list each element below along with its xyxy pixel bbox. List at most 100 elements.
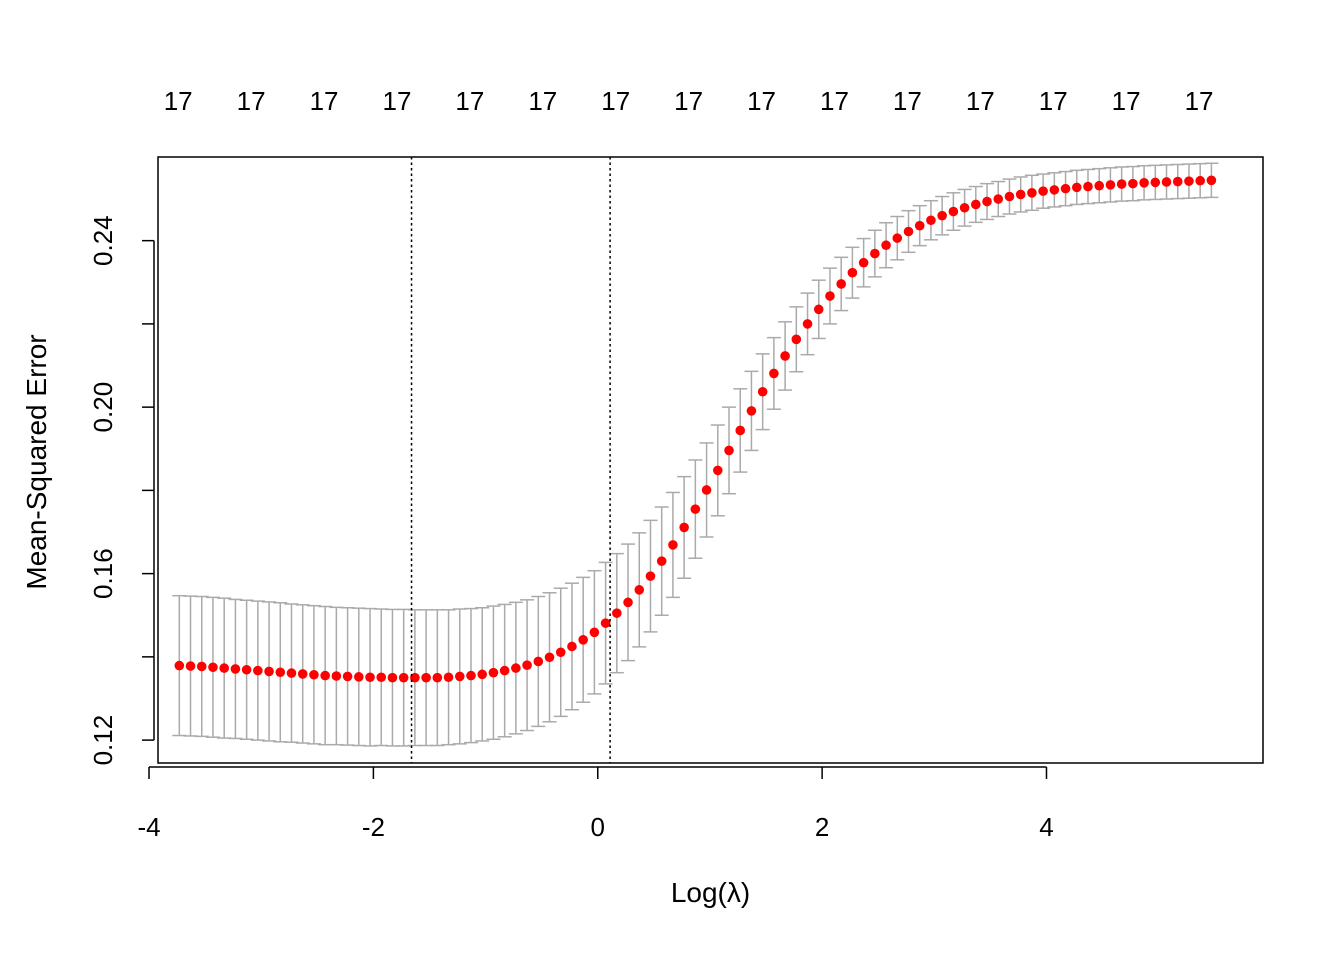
y-tick-label: 0.16 — [88, 548, 118, 599]
mse-point — [1049, 185, 1060, 195]
mse-point — [1094, 180, 1105, 191]
mse-point — [443, 672, 454, 683]
mse-point — [656, 556, 667, 566]
mse-point — [1004, 191, 1015, 202]
mse-point — [836, 279, 846, 289]
mse-point — [791, 334, 802, 345]
mse-point — [387, 672, 398, 683]
mse-point — [488, 667, 499, 678]
mse-point — [746, 406, 757, 416]
top-count-label: 17 — [674, 86, 703, 116]
top-count-label: 17 — [1039, 86, 1068, 116]
top-count-label: 17 — [455, 86, 484, 116]
x-tick-label: 4 — [1039, 812, 1053, 842]
top-count-label: 17 — [310, 86, 339, 116]
mse-point — [555, 647, 566, 658]
mse-point — [253, 665, 263, 676]
mse-point — [410, 672, 420, 683]
mse-point — [1195, 175, 1205, 186]
mse-point — [1027, 187, 1037, 198]
mse-point — [1128, 178, 1138, 189]
mse-point — [724, 445, 734, 456]
mse-point — [421, 672, 431, 683]
mse-point — [286, 668, 297, 678]
mse-point — [914, 220, 925, 231]
mse-point — [937, 210, 947, 221]
mse-point — [982, 196, 992, 207]
mse-point — [1038, 186, 1048, 196]
y-tick-label: 0.20 — [88, 382, 118, 433]
y-axis-label: Mean-Squared Error — [21, 334, 52, 589]
top-count-label: 17 — [747, 86, 776, 116]
mse-point — [971, 199, 981, 210]
mse-point — [365, 672, 375, 683]
mse-point — [926, 215, 936, 226]
mse-point — [858, 257, 869, 268]
mse-point — [230, 664, 241, 674]
mse-point — [354, 672, 364, 682]
mse-point — [645, 571, 656, 581]
top-count-label: 17 — [601, 86, 630, 116]
mse-point — [1116, 179, 1127, 189]
mse-point — [993, 194, 1004, 204]
x-tick-label: 0 — [591, 812, 605, 842]
mse-point — [847, 267, 858, 278]
mse-point — [241, 664, 252, 675]
mse-point — [297, 669, 308, 679]
error-bars — [172, 162, 1219, 747]
mse-point — [275, 667, 286, 678]
top-count-label: 17 — [820, 86, 849, 116]
mse-point — [1139, 178, 1149, 188]
top-count-label: 17 — [1112, 86, 1141, 116]
top-count-label: 17 — [1185, 86, 1214, 116]
mse-point — [185, 661, 196, 671]
mse-point — [320, 670, 330, 681]
lambda-reference-lines — [410, 157, 611, 763]
mse-point — [1184, 176, 1194, 186]
mse-point — [802, 319, 813, 329]
x-tick-label: 2 — [815, 812, 829, 842]
plot-frame — [157, 156, 1264, 764]
top-count-label: 17 — [966, 86, 995, 116]
top-count-label: 17 — [382, 86, 411, 116]
mse-point — [432, 672, 443, 683]
mse-point — [1161, 177, 1172, 187]
mse-point — [948, 206, 959, 217]
mse-point — [892, 233, 903, 243]
mse-point — [578, 635, 588, 645]
mse-point — [196, 661, 207, 672]
mse-point — [1083, 181, 1093, 192]
mse-point — [959, 202, 970, 213]
mse-point — [466, 670, 476, 681]
mse-point — [219, 663, 229, 673]
mse-point — [544, 652, 555, 663]
mse-point — [668, 540, 678, 550]
mse-point — [1060, 183, 1071, 194]
mse-point — [679, 522, 689, 533]
mse-point — [331, 671, 342, 681]
mse-point — [499, 665, 510, 676]
mse-point — [1172, 176, 1183, 187]
mse-point — [1150, 177, 1161, 188]
mse-point — [309, 669, 319, 680]
mse-point — [870, 248, 880, 259]
mse-point — [567, 641, 577, 652]
mse-point — [1071, 182, 1082, 193]
mse-point — [1206, 175, 1217, 186]
top-count-label: 17 — [528, 86, 557, 116]
mse-point — [881, 240, 891, 251]
mse-point — [903, 226, 914, 237]
x-tick-label: -4 — [137, 812, 160, 842]
mse-point — [623, 597, 633, 608]
y-tick-label: 0.24 — [88, 215, 118, 266]
mse-point — [780, 351, 790, 361]
mse-point — [690, 504, 701, 514]
mse-point — [589, 627, 600, 638]
mse-point — [511, 663, 521, 673]
mse-point — [174, 660, 185, 671]
mse-point — [398, 672, 409, 683]
mse-point — [769, 368, 779, 379]
x-tick-label: -2 — [362, 812, 385, 842]
mse-point — [757, 386, 768, 397]
